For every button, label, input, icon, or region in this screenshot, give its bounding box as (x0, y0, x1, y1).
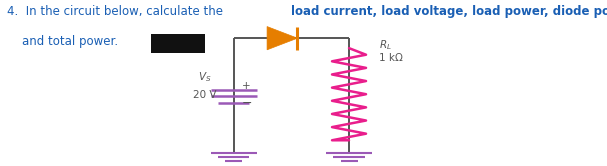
Text: load current, load voltage, load power, diode power,: load current, load voltage, load power, … (291, 5, 607, 18)
Bar (151, 34, 205, 53)
Text: −: − (242, 97, 252, 110)
Text: and total power.: and total power. (7, 35, 118, 48)
Text: and total power.: and total power. (7, 35, 118, 48)
Text: 20 V: 20 V (193, 90, 216, 100)
Text: 4.  In the circuit below, calculate the: 4. In the circuit below, calculate the (7, 5, 227, 18)
Polygon shape (267, 27, 297, 50)
Text: 1 kΩ: 1 kΩ (379, 53, 403, 63)
Text: $R_L$: $R_L$ (379, 38, 392, 52)
Text: $V_S$: $V_S$ (198, 70, 211, 84)
Text: +: + (242, 81, 250, 91)
